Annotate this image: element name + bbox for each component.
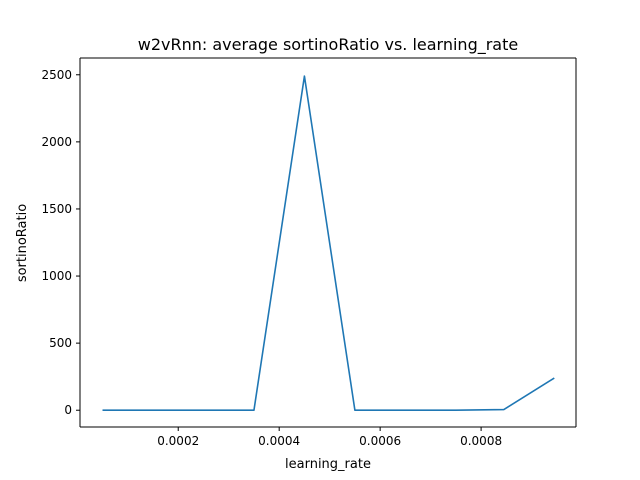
axes-frame: [79, 57, 577, 428]
chart-title: w2vRnn: average sortinoRatio vs. learnin…: [138, 35, 518, 55]
x-tick-label: 0.0004: [258, 434, 300, 448]
y-tick-label: 1000: [41, 269, 72, 283]
y-axis-ticks: 0 500 1000 1500 2000 2500: [41, 68, 80, 417]
y-tick-label: 2000: [41, 135, 72, 149]
series-line: [102, 75, 555, 412]
x-tick-label: 0.0006: [359, 434, 401, 448]
x-tick-label: 0.0008: [460, 434, 502, 448]
x-axis-label: learning_rate: [285, 457, 371, 472]
x-axis-ticks: 0.0002 0.0004 0.0006 0.0008: [157, 427, 502, 448]
x-tick-label: 0.0002: [157, 434, 199, 448]
plot-area: [80, 58, 576, 427]
y-tick-label: 0: [64, 403, 72, 417]
series-layer: [102, 75, 555, 412]
y-tick-label: 500: [49, 336, 72, 350]
y-tick-label: 1500: [41, 202, 72, 216]
y-tick-label: 2500: [41, 68, 72, 82]
y-axis-label: sortinoRatio: [15, 204, 30, 282]
